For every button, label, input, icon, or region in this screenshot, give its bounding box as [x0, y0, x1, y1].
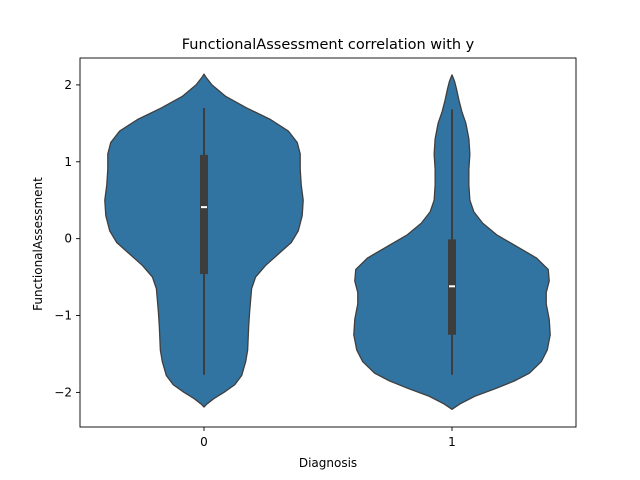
y-tick-label: −2 [54, 385, 72, 399]
x-tick-label: 1 [448, 435, 456, 449]
y-axis-label: FunctionalAssessment [31, 177, 45, 311]
y-tick-label: 0 [64, 232, 72, 246]
y-tick-label: 2 [64, 78, 72, 92]
y-axis: 2 1 0 −1 −2 [54, 78, 80, 399]
y-tick-label: 1 [64, 155, 72, 169]
x-axis-label: Diagnosis [299, 456, 357, 470]
violin-iqr-box [200, 154, 208, 275]
violin-0 [104, 73, 304, 408]
plot-frame [79, 57, 577, 428]
x-tick-label: 0 [200, 435, 208, 449]
chart-title: FunctionalAssessment correlation with y [182, 37, 475, 53]
violin-1 [353, 74, 551, 410]
violins-layer [104, 73, 551, 410]
y-tick-label: −1 [54, 309, 72, 323]
